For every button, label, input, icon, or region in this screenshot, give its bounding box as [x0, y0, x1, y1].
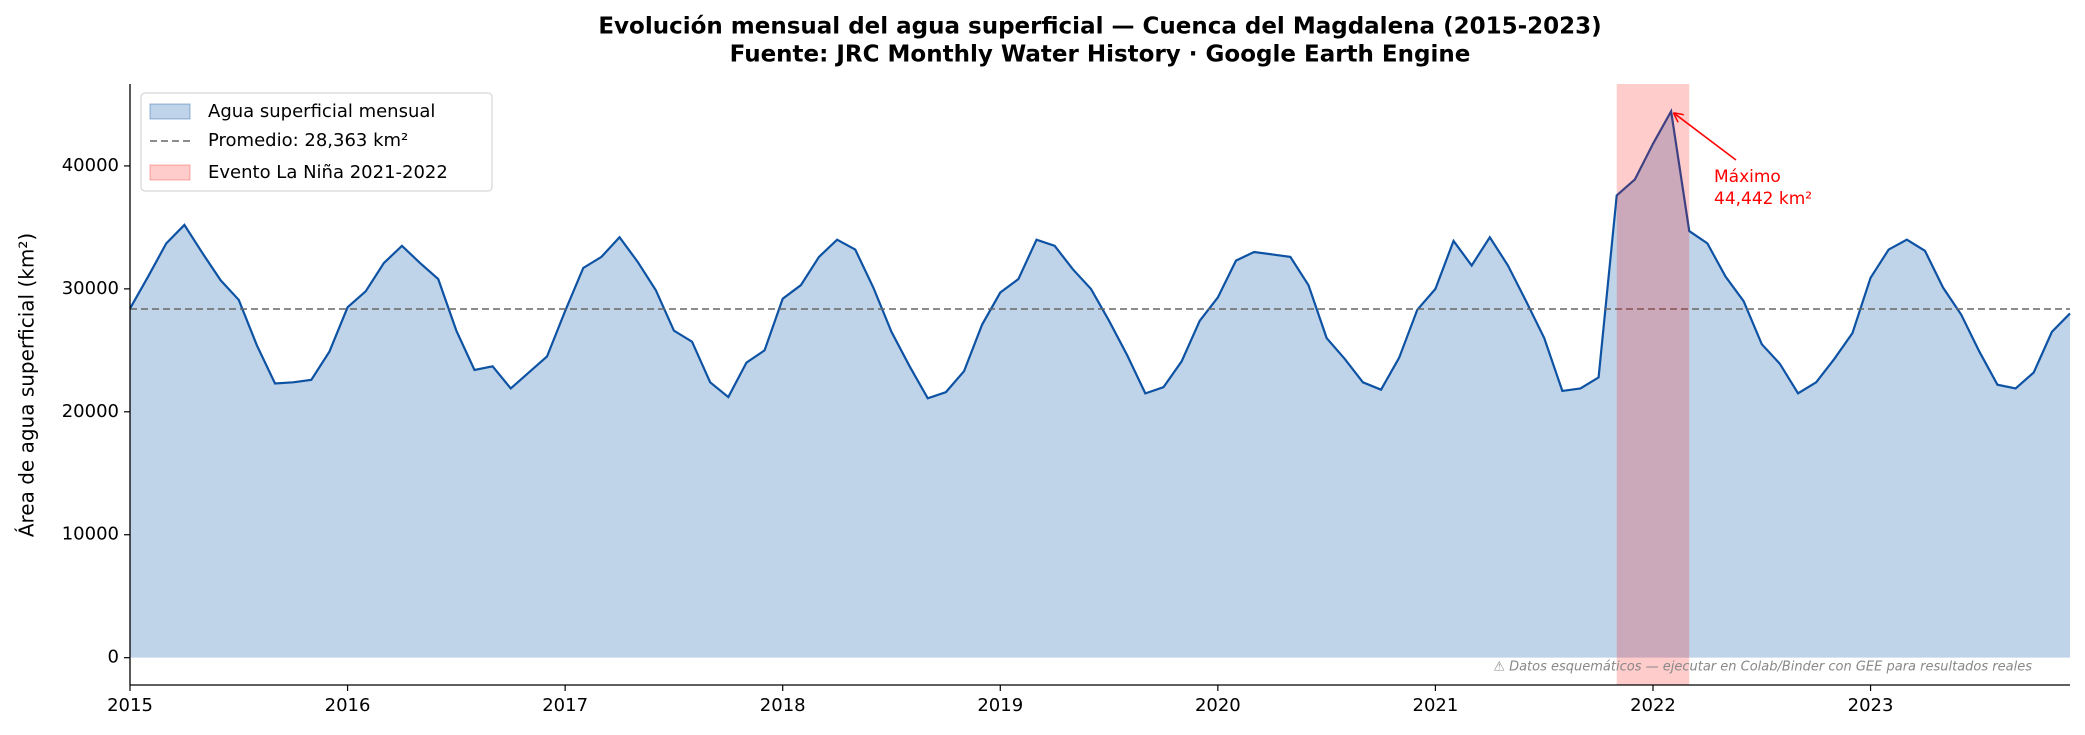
y-tick-label: 0: [108, 647, 119, 668]
legend-swatch: [149, 164, 191, 181]
la-nina-span: [1616, 84, 1690, 685]
x-tick-label: 2023: [1848, 695, 1894, 716]
y-tick-label: 40000: [62, 155, 119, 176]
annotation-text: 44,442 km²: [1714, 189, 1812, 209]
legend-label: Agua superficial mensual: [208, 101, 435, 122]
x-tick-label: 2020: [1195, 695, 1241, 716]
footnote: ⚠ Datos esquemáticos — ejecutar en Colab…: [1493, 660, 2032, 675]
annotation-arrow: [1674, 113, 1737, 161]
x-tick-label: 2019: [977, 695, 1023, 716]
legend-swatch: [149, 103, 191, 120]
chart-subtitle: Fuente: JRC Monthly Water History · Goog…: [730, 42, 1471, 68]
y-tick-label: 10000: [62, 524, 119, 545]
legend-label: Promedio: 28,363 km²: [208, 130, 408, 151]
legend: Agua superficial mensual Promedio: 28,363…: [140, 92, 493, 192]
x-tick-label: 2015: [107, 695, 153, 716]
y-axis-label: Área de agua superficial (km²): [15, 233, 39, 537]
legend-label: Evento La Niña 2021-2022: [208, 162, 448, 183]
x-tick-label: 2016: [325, 695, 371, 716]
x-tick-label: 2021: [1413, 695, 1459, 716]
area-fill: [130, 111, 2070, 658]
chart-title: Evolución mensual del agua superficial —…: [598, 14, 1601, 40]
area-line: [129, 107, 2071, 400]
x-tick-label: 2017: [542, 695, 588, 716]
y-tick-label: 20000: [62, 401, 119, 422]
x-tick-label: 2018: [760, 695, 806, 716]
x-tick-label: 2022: [1630, 695, 1676, 716]
legend-box: [140, 92, 493, 192]
annotation-text: Máximo: [1714, 167, 1781, 187]
y-tick-label: 30000: [62, 278, 119, 299]
